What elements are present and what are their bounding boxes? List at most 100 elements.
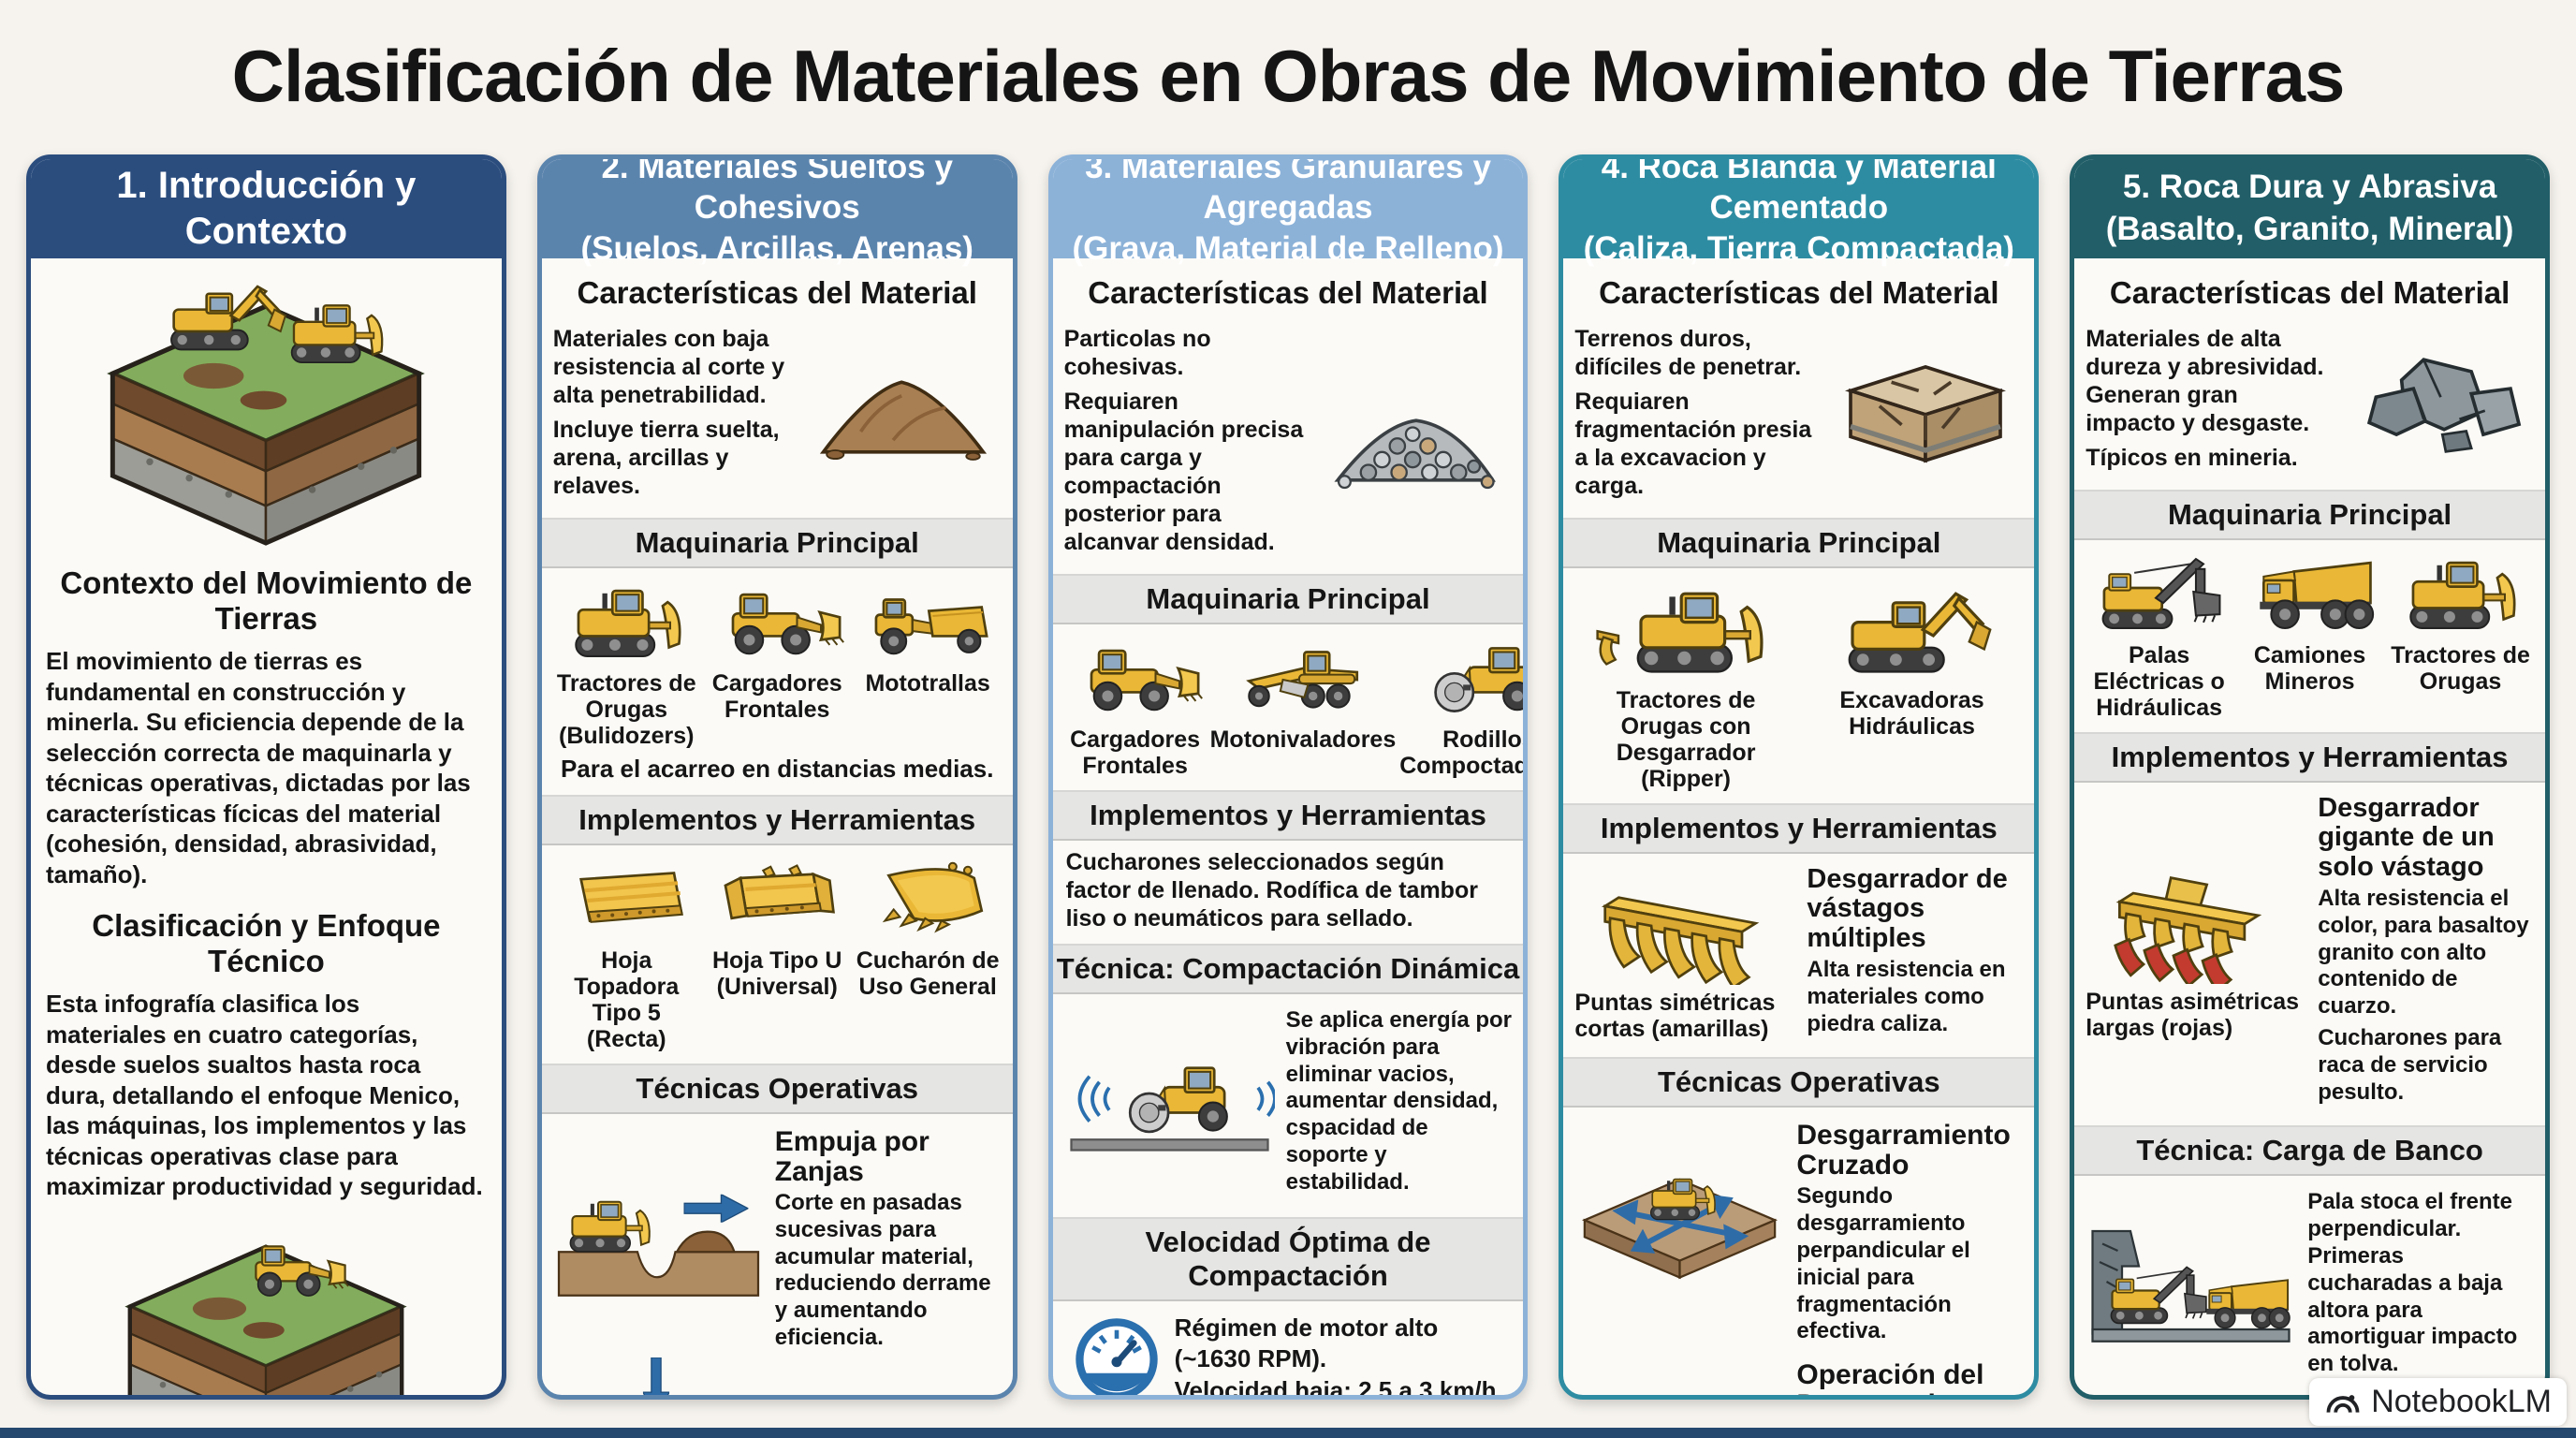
machine-item: Cargadores Frontales <box>1064 632 1207 779</box>
material-illustration <box>805 351 1001 475</box>
limestone-block-icon <box>1832 351 2019 475</box>
machine-label: Cargadores Frontales <box>711 670 842 723</box>
material-illustration <box>1827 351 2023 475</box>
caracteristicas-p1: Terrenos duros, difíciles de penetrar. <box>1574 326 1802 380</box>
technique-text: Operación del Desgarrador Recomendado de… <box>1796 1359 2023 1395</box>
machine-item: Mototrallas <box>855 576 1002 697</box>
columns-container: 1. Introducción y Contexto Contexto del … <box>0 154 2576 1400</box>
machine-label: Cargadores Frontales <box>1070 726 1201 779</box>
technique-title: Empuja por Zanjas <box>774 1126 929 1187</box>
machines-row: Cargadores Frontales Motonivaladores Rod… <box>1064 632 1524 779</box>
machine-label: Tractores de Orugas con Desgarrador (Rip… <box>1616 687 1756 792</box>
notebooklm-watermark: NotebookLM <box>2309 1378 2567 1426</box>
technique-row: Pala stoca el frente perpendicular. Prim… <box>2086 1189 2534 1382</box>
card-title: 1. Introducción y Contexto <box>116 165 417 252</box>
down-arrow <box>639 1357 1002 1400</box>
card-body-4: Características del Material Terrenos du… <box>1563 258 2035 1395</box>
gp-bucket-icon <box>856 853 999 941</box>
machine-item: Tractores de Orugas con Desgarrador (Rip… <box>1574 576 1796 792</box>
machines-row: Tractores de Orugas (Bulidozers) Cargado… <box>553 576 1002 749</box>
bench-loading-illustration <box>2086 1223 2296 1349</box>
card-title-line2: (Caliza, Tierra Compactada) <box>1583 230 2014 268</box>
dirt-pile-icon <box>810 351 997 475</box>
card-body-5: Características del Material Materiales … <box>2074 258 2545 1395</box>
implementos-text: Cucharones seleccionados según factor de… <box>1065 849 1478 932</box>
machine-item: Excavadoras Hidráulicas <box>1801 576 2023 740</box>
soil-block-machines-illustration <box>42 262 490 552</box>
caracteristicas-title: Características del Material <box>1599 275 1999 310</box>
tecnicas-band: Técnicas Operativas <box>541 1064 1013 1114</box>
card-header-1: 1. Introducción y Contexto <box>31 159 502 258</box>
machine-label: Palas Eléctricas o Hidráulicas <box>2093 642 2225 721</box>
tecnicas-band: Técnicas Operativas <box>1563 1057 2035 1108</box>
caracteristicas-block: Terrenos duros, difíciles de penetrar. R… <box>1574 318 2023 506</box>
hard-rocks-icon <box>2342 337 2529 461</box>
caracteristicas-title: Características del Material <box>2109 275 2510 310</box>
clasificacion-text: Esta infografía clasifica los materiales… <box>46 990 483 1200</box>
wheel-loader-icon <box>1064 632 1207 720</box>
contexto-title: Contexto del Movimiento de Tierras <box>60 565 473 636</box>
implement-caption: Puntas asimétricas largas (rojas) <box>2086 988 2300 1041</box>
card-header-5: 5. Roca Dura y Abrasiva (Basalto, Granit… <box>2074 159 2545 258</box>
technique-text: Se aplica energía por vibración para eli… <box>1286 1007 1513 1200</box>
technique-text: Empuja por Zanjas Corte en pasadas suces… <box>775 1127 1002 1356</box>
vibrating-roller-scene-icon <box>1069 1066 1275 1152</box>
arrow-down-icon <box>639 1357 673 1400</box>
implement-item: Hoja Tipo U (Universal) <box>704 853 851 1000</box>
gravel-pile-icon <box>1321 379 1508 503</box>
implement-desc: Alta resistencia el color, para basaltoy… <box>2318 885 2529 1020</box>
ripper-dozer-icon <box>1596 592 1764 674</box>
implement-label: Hoja Topadora Tipo 5 (Recta) <box>574 947 680 1052</box>
implement-figure: Puntas simétricas cortas (amarillas) <box>1574 865 1797 1042</box>
machine-label: Excavadoras Hidráulicas <box>1839 687 1984 740</box>
machines-row: Palas Eléctricas o Hidráulicas Camiones … <box>2086 548 2534 721</box>
caracteristicas-text: Materiales de alta dureza y abresividad.… <box>2086 318 2331 478</box>
card-title-line2: (Grava, Material de Relleno) <box>1072 230 1504 268</box>
card-header-2: 2. Materiales Sueltos y Cohesivos (Suelo… <box>541 159 1013 267</box>
implement-desc: Alta resistencia en materiales como pied… <box>1807 956 2006 1036</box>
bench-loading-scene-icon <box>2091 1229 2291 1343</box>
card-materiales-sueltos: 2. Materiales Sueltos y Cohesivos (Suelo… <box>536 154 1017 1400</box>
implement-text: Desgarrador gigante de un solo vástago A… <box>2318 793 2534 1110</box>
velocidad-band: Velocidad Óptima de Compactación <box>1052 1216 1524 1301</box>
velocidad-p2: Velocidad haja: 2.5 a 3 km/h. <box>1174 1376 1503 1400</box>
maquinaria-band: Maquinaria Principal <box>1052 574 1524 624</box>
machine-item: Camiones Mineros <box>2236 548 2383 695</box>
card-body-3: Características del Material Particolas … <box>1052 258 1524 1400</box>
caracteristicas-text: Terrenos duros, difíciles de penetrar. R… <box>1574 318 1820 506</box>
machine-label: Tractores de Orugas <box>2391 642 2530 695</box>
card-title-line2: (Basalto, Granito, Mineral) <box>2105 211 2514 247</box>
implements-row: Hoja Topadora Tipo 5 (Recta) Hoja Tipo U… <box>553 853 1002 1052</box>
technique-text: Desgarramiento Cruzado Segundo desgarram… <box>1796 1121 2023 1349</box>
bottom-accent-bar <box>0 1428 2576 1438</box>
technique-title: Operación del Desgarrador <box>1796 1359 1984 1395</box>
technique-desc: Se aplica energía por vibración para eli… <box>1285 1007 1513 1195</box>
mining-truck-icon <box>2239 548 2381 636</box>
card-body-2: Características del Material Materiales … <box>541 258 1013 1400</box>
implementos-band: Implementos y Herramientas <box>2074 732 2545 783</box>
implement-caption: Puntas simétricas cortas (amarillas) <box>1574 990 1776 1043</box>
single-shank-ripper-icon <box>2086 864 2301 984</box>
soil-block-excavator-dozer-icon <box>92 285 440 552</box>
infographic-poster: Clasificación de Materiales en Obras de … <box>0 35 2576 1438</box>
caracteristicas-p2: Incluye tierra suelta, arena, arcillas y… <box>552 417 780 499</box>
technique-title: Desgarramiento Cruzado <box>1796 1120 2011 1181</box>
velocidad-block: Régimen de motor alto (~1630 RPM). Veloc… <box>1074 1313 1513 1400</box>
machine-item: Motonivaladores <box>1210 632 1396 753</box>
maquinaria-band: Maquinaria Principal <box>2074 490 2545 540</box>
caracteristicas-title: Características del Material <box>1088 275 1488 310</box>
implement-label: Cucharón de Uso General <box>856 947 1000 1000</box>
roller-compactor-icon <box>1417 632 1528 720</box>
caracteristicas-title: Características del Material <box>577 275 977 310</box>
motor-grader-icon <box>1232 632 1374 720</box>
implement-block: Puntas simétricas cortas (amarillas) Des… <box>1574 864 2023 1042</box>
caracteristicas-p1: Materiales de alta dureza y abresividad.… <box>2086 326 2324 436</box>
wheel-loader-icon <box>706 576 848 664</box>
card-body-1: Contexto del Movimiento de Tierras El mo… <box>31 258 502 1400</box>
u-blade-icon <box>706 853 848 941</box>
bulldozer-icon <box>555 576 697 664</box>
card-header-4: 4. Roca Blanda y Material Cementado (Cal… <box>1563 159 2035 267</box>
maquinaria-note: Para el acarreo en distancias medias. <box>560 755 994 783</box>
technique-desc: Corte en pasadas sucesivas para acumular… <box>774 1190 991 1350</box>
hydraulic-excavator-icon <box>1812 576 2012 681</box>
